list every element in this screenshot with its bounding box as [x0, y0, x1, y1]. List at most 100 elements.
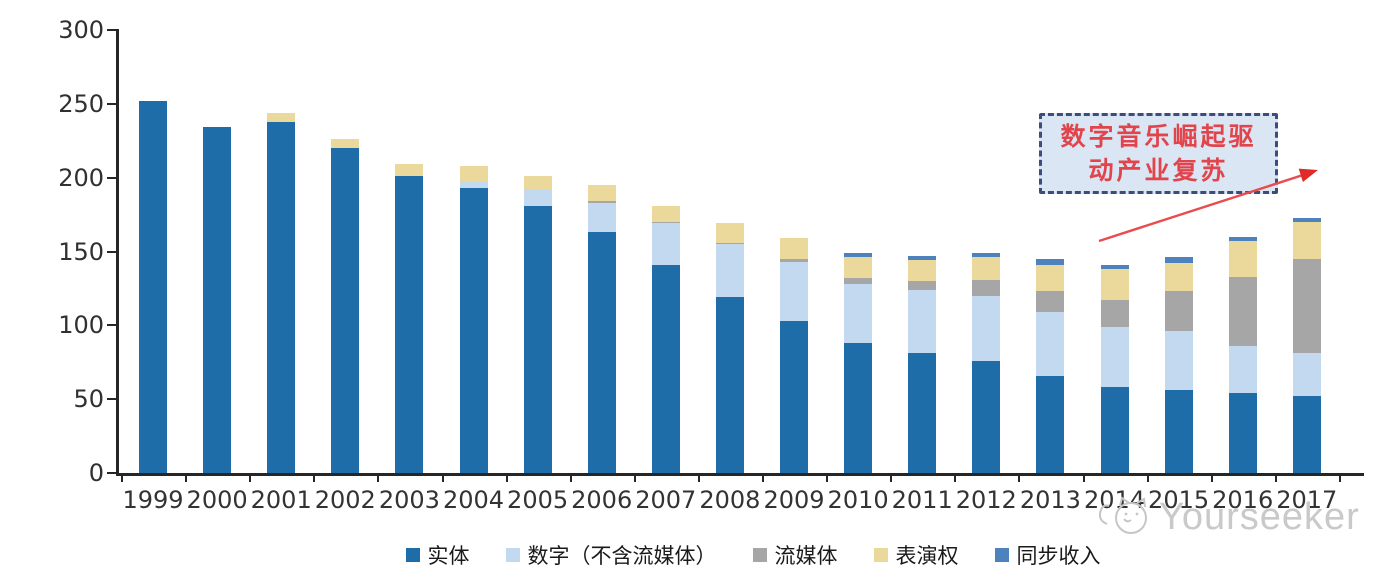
x-axis-tick: [633, 473, 636, 482]
bar-segment: [651, 221, 680, 224]
y-axis-tick-label: 0: [88, 459, 104, 487]
bar-segment: [1036, 375, 1065, 473]
x-axis-tick: [1018, 473, 1021, 482]
x-axis-line: [116, 473, 1364, 476]
bar-segment: [1036, 264, 1065, 292]
bar-segment: [908, 289, 937, 354]
annotation-arrow-icon: [1098, 168, 1318, 243]
bar-segment: [1100, 269, 1129, 301]
bar-segment: [844, 278, 873, 284]
bar-segment: [523, 176, 552, 190]
bar-segment: [780, 320, 808, 473]
y-axis-tick: [107, 472, 117, 474]
bar-segment: [1292, 217, 1321, 222]
x-axis-tick-label: 2002: [314, 486, 376, 514]
bar-segment: [908, 260, 937, 282]
legend-swatch-icon: [752, 548, 767, 562]
y-axis-tick-label: 200: [58, 163, 104, 192]
x-axis-tick-label: 2014: [1083, 486, 1146, 514]
bar-segment: [972, 257, 1001, 280]
bar-segment: [972, 279, 1001, 296]
bar-segment: [587, 201, 616, 203]
bar-segment: [1036, 258, 1065, 265]
bar-segment: [395, 164, 424, 177]
x-axis-tick-label: 2005: [507, 486, 569, 514]
legend-swatch-icon: [873, 548, 888, 562]
x-axis-tick-label: 2007: [635, 486, 697, 514]
x-axis-tick: [954, 473, 957, 482]
legend-label: 实体: [427, 544, 470, 568]
bar-segment: [587, 232, 616, 473]
legend-item: 表演权: [873, 540, 959, 570]
x-axis-tick-label: 2008: [699, 486, 761, 514]
bar-segment: [459, 188, 488, 473]
x-axis-tick: [1146, 473, 1149, 482]
x-axis-tick: [505, 473, 508, 482]
bar-segment: [459, 165, 488, 181]
bar-segment: [139, 100, 167, 473]
y-axis-tick: [107, 102, 117, 105]
bar-segment: [715, 297, 744, 473]
bar-segment: [1292, 258, 1321, 354]
y-axis-tick: [107, 176, 117, 179]
x-axis-tick: [569, 473, 572, 482]
x-axis-tick: [121, 473, 123, 482]
bar-segment: [1164, 331, 1193, 391]
bar-segment: [780, 261, 808, 321]
bar-segment: [1036, 312, 1065, 376]
x-axis-tick-label: 2015: [1148, 486, 1210, 514]
bar-segment: [331, 148, 360, 473]
x-axis-tick: [185, 473, 188, 482]
bar-segment: [267, 121, 296, 473]
x-axis-tick-label: 2011: [891, 486, 953, 514]
y-axis-line: [116, 29, 119, 475]
bar-segment: [523, 205, 552, 473]
bar-segment: [459, 180, 488, 188]
bar-segment: [908, 255, 937, 261]
bar-segment: [1164, 263, 1193, 292]
y-axis-tick: [107, 29, 117, 31]
bar-segment: [1100, 300, 1129, 327]
x-axis-tick: [826, 473, 829, 482]
legend-label: 表演权: [895, 544, 959, 568]
legend-item: 流媒体: [752, 540, 838, 570]
y-axis-tick: [107, 250, 117, 253]
legend-label: 数字（不含流媒体）: [527, 544, 717, 568]
y-axis-tick-label: 300: [58, 16, 104, 44]
bar-segment: [587, 185, 616, 202]
legend-item: 数字（不含流媒体）: [505, 540, 717, 570]
y-axis-tick: [107, 324, 117, 327]
legend-label: 流媒体: [774, 544, 838, 568]
bar-segment: [651, 205, 680, 222]
bar-segment: [395, 176, 424, 473]
bar-segment: [715, 242, 744, 245]
bar-segment: [844, 252, 873, 258]
x-axis-tick: [441, 473, 444, 482]
bar-segment: [1164, 390, 1193, 473]
bar-segment: [523, 189, 552, 206]
bar-segment: [203, 127, 232, 473]
annotation-text-line2: 动产业复苏: [1088, 155, 1229, 185]
y-axis-tick-label: 100: [58, 311, 104, 340]
bar-segment: [972, 252, 1001, 258]
y-axis-tick-label: 150: [58, 237, 104, 266]
x-axis-tick-label: 2012: [955, 486, 1017, 514]
legend-label: 同步收入: [1016, 544, 1101, 568]
bar-segment: [1036, 291, 1065, 313]
x-axis-tick-label: 2017: [1276, 486, 1338, 514]
bar-segment: [780, 238, 808, 259]
x-axis-tick: [377, 473, 380, 482]
bar-segment: [844, 257, 873, 279]
x-axis-tick: [1338, 473, 1341, 482]
annotation-callout: 数字音乐崛起驱 动产业复苏: [1039, 113, 1278, 194]
x-axis-tick: [313, 473, 316, 482]
x-axis-tick: [697, 473, 700, 482]
x-axis-tick-label: 2013: [1019, 486, 1081, 514]
x-axis-tick: [1082, 473, 1085, 482]
bar-segment: [587, 202, 616, 233]
legend-item: 同步收入: [994, 540, 1101, 570]
bar-segment: [1228, 236, 1257, 242]
x-axis-tick-label: 2010: [827, 486, 889, 514]
x-axis-tick: [762, 473, 764, 482]
bar-segment: [1228, 241, 1257, 277]
